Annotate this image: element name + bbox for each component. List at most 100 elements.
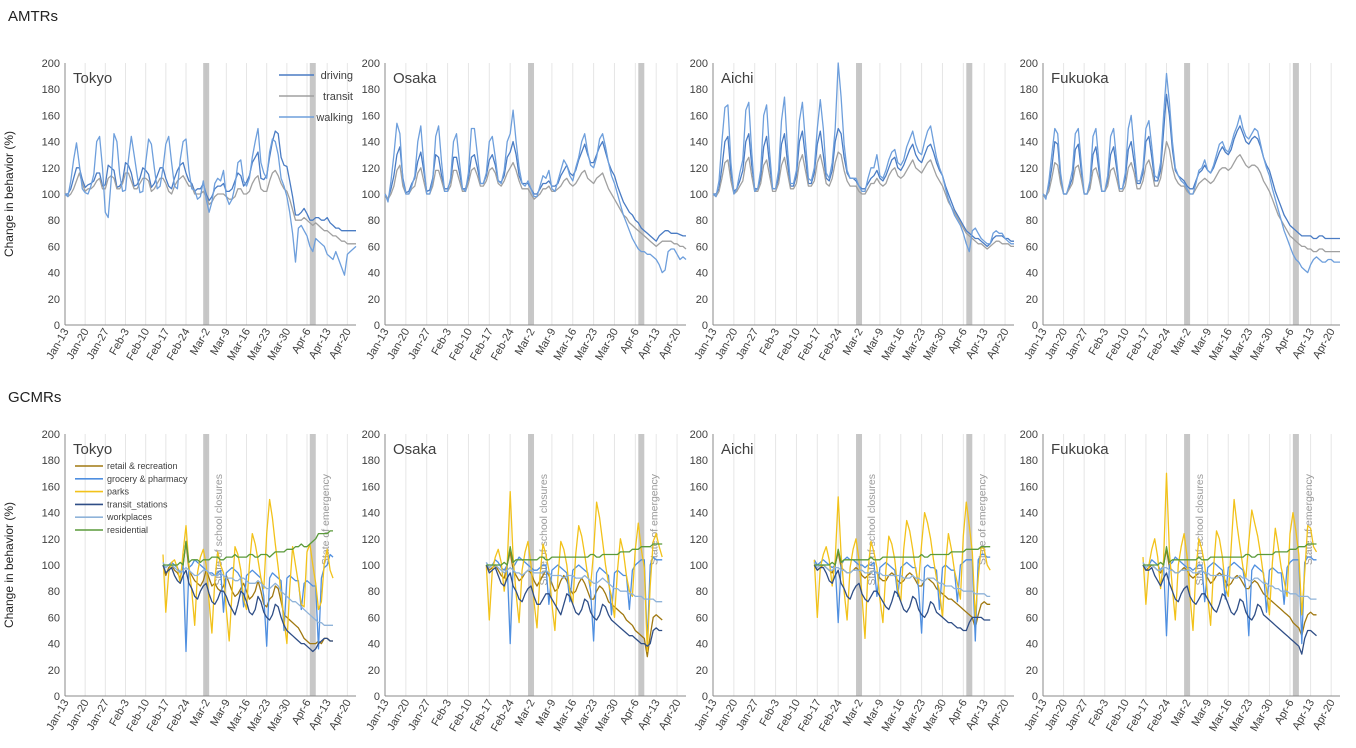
series-line-walking bbox=[712, 62, 1014, 253]
series-line-driving bbox=[713, 127, 1014, 248]
amtrs-aichi-panel: 020406080100120140160180200Jan-13Jan-20J… bbox=[690, 58, 1014, 363]
gcmrs-osaka-panel: State of school closures State of emergen… bbox=[362, 429, 686, 734]
event-band bbox=[1292, 63, 1299, 325]
y-tick-label: 80 bbox=[696, 586, 708, 598]
y-tick-label: 100 bbox=[42, 189, 60, 201]
y-tick-label: 140 bbox=[362, 508, 380, 520]
event-band bbox=[638, 63, 645, 325]
y-tick-label: 200 bbox=[1020, 58, 1038, 70]
legend-label: parks bbox=[107, 487, 130, 497]
series-line-parks bbox=[485, 490, 663, 653]
event-band bbox=[856, 63, 863, 325]
y-tick-label: 60 bbox=[48, 241, 60, 253]
series-line-residential bbox=[163, 530, 333, 566]
panel-title: Tokyo bbox=[73, 441, 112, 458]
y-tick-label: 20 bbox=[1026, 665, 1038, 677]
event-label: State of emergency bbox=[1303, 473, 1315, 565]
x-tick-label: Mar-2 bbox=[841, 327, 866, 358]
panel-title: Osaka bbox=[393, 441, 437, 458]
y-tick-label: 80 bbox=[1026, 215, 1038, 227]
legend-label: transit_stations bbox=[107, 499, 168, 509]
y-tick-label: 160 bbox=[362, 110, 380, 122]
series-line-transit-stations bbox=[485, 564, 663, 647]
y-tick-label: 140 bbox=[1020, 137, 1038, 149]
y-tick-label: 60 bbox=[1026, 612, 1038, 624]
y-tick-label: 100 bbox=[690, 189, 708, 201]
amtr-section-title: AMTRs bbox=[8, 8, 58, 25]
y-tick-label: 20 bbox=[1026, 294, 1038, 306]
series-line-transit-stations bbox=[1142, 564, 1317, 655]
y-tick-label: 20 bbox=[368, 665, 380, 677]
y-tick-label: 60 bbox=[368, 241, 380, 253]
y-tick-label: 0 bbox=[374, 691, 380, 703]
y-tick-label: 180 bbox=[362, 455, 380, 467]
gcmr-section-title: GCMRs bbox=[8, 389, 62, 406]
y-tick-label: 160 bbox=[690, 110, 708, 122]
y-tick-label: 120 bbox=[690, 163, 708, 175]
event-band bbox=[309, 63, 316, 325]
y-tick-label: 0 bbox=[702, 691, 708, 703]
panel-title: Aichi bbox=[721, 70, 754, 87]
series-line-transit bbox=[712, 151, 1014, 250]
y-tick-label: 180 bbox=[42, 455, 60, 467]
y-tick-label: 120 bbox=[42, 163, 60, 175]
y-tick-label: 0 bbox=[1032, 691, 1038, 703]
y-tick-label: 140 bbox=[42, 508, 60, 520]
y-axis-label: Change in behavior (%) bbox=[2, 502, 16, 628]
y-tick-label: 0 bbox=[374, 320, 380, 332]
y-tick-label: 200 bbox=[362, 58, 380, 70]
event-band bbox=[638, 434, 645, 696]
gcmrs-tokyo-panel: State of school closures State of emergen… bbox=[2, 429, 356, 734]
y-tick-label: 40 bbox=[48, 639, 60, 651]
y-tick-label: 180 bbox=[690, 84, 708, 96]
series-line-driving bbox=[65, 130, 356, 232]
series-line-residential bbox=[1143, 543, 1317, 566]
y-tick-label: 180 bbox=[690, 455, 708, 467]
event-band bbox=[1292, 434, 1299, 696]
event-label: State of emergency bbox=[320, 473, 332, 565]
y-tick-label: 80 bbox=[48, 215, 60, 227]
y-tick-label: 100 bbox=[690, 560, 708, 572]
y-tick-label: 120 bbox=[690, 534, 708, 546]
y-tick-label: 180 bbox=[362, 84, 380, 96]
y-tick-label: 20 bbox=[48, 665, 60, 677]
event-band bbox=[1184, 63, 1191, 325]
y-tick-label: 40 bbox=[48, 268, 60, 280]
y-tick-label: 140 bbox=[690, 508, 708, 520]
series-line-transit bbox=[64, 169, 356, 245]
y-tick-label: 20 bbox=[696, 294, 708, 306]
y-tick-label: 160 bbox=[42, 481, 60, 493]
y-tick-label: 160 bbox=[1020, 481, 1038, 493]
series-line-transit-stations bbox=[162, 564, 333, 653]
y-tick-label: 40 bbox=[696, 639, 708, 651]
y-tick-label: 40 bbox=[1026, 639, 1038, 651]
y-tick-label: 20 bbox=[696, 665, 708, 677]
event-label: State of emergency bbox=[976, 473, 988, 565]
x-tick-label: Mar-2 bbox=[513, 327, 538, 358]
y-tick-label: 80 bbox=[696, 215, 708, 227]
y-tick-label: 0 bbox=[54, 691, 60, 703]
y-tick-label: 60 bbox=[368, 612, 380, 624]
amtrs-osaka-panel: 020406080100120140160180200Jan-13Jan-20J… bbox=[362, 58, 687, 363]
panel-title: Tokyo bbox=[73, 70, 112, 87]
y-tick-label: 40 bbox=[696, 268, 708, 280]
y-tick-label: 140 bbox=[690, 137, 708, 149]
series-line-workplaces bbox=[162, 562, 333, 626]
y-tick-label: 180 bbox=[1020, 455, 1038, 467]
y-tick-label: 60 bbox=[48, 612, 60, 624]
x-tick-label: Mar-2 bbox=[841, 698, 866, 729]
y-tick-label: 120 bbox=[42, 534, 60, 546]
series-line-parks bbox=[1142, 472, 1318, 632]
event-label: State of school closures bbox=[213, 474, 225, 585]
panel-title: Fukuoka bbox=[1051, 70, 1109, 87]
series-line-retail-recreation bbox=[485, 551, 663, 658]
y-tick-label: 80 bbox=[368, 586, 380, 598]
legend-label: grocery & pharmacy bbox=[107, 474, 188, 484]
y-tick-label: 160 bbox=[690, 481, 708, 493]
y-tick-label: 100 bbox=[362, 189, 380, 201]
y-tick-label: 40 bbox=[368, 639, 380, 651]
y-tick-label: 200 bbox=[362, 429, 380, 441]
legend-label: residential bbox=[107, 525, 148, 535]
y-tick-label: 140 bbox=[362, 137, 380, 149]
gcmrs-fukuoka-panel: State of school closures State of emergen… bbox=[1020, 429, 1340, 734]
